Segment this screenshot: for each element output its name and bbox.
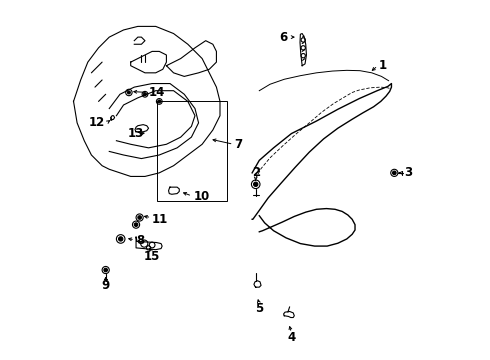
Text: 8: 8	[136, 234, 144, 247]
Text: 12: 12	[89, 116, 105, 129]
Circle shape	[158, 100, 161, 103]
Text: 13: 13	[128, 127, 144, 140]
Circle shape	[127, 91, 130, 94]
Text: 14: 14	[148, 86, 165, 99]
Circle shape	[119, 237, 123, 241]
Text: 15: 15	[144, 250, 160, 263]
Text: 7: 7	[234, 138, 243, 151]
Text: 5: 5	[255, 302, 264, 315]
Circle shape	[104, 268, 107, 272]
Circle shape	[138, 216, 142, 219]
Text: 9: 9	[101, 279, 110, 292]
Text: 3: 3	[404, 166, 412, 179]
Text: 1: 1	[379, 59, 387, 72]
Text: 11: 11	[152, 213, 169, 226]
Text: 2: 2	[252, 166, 260, 179]
Circle shape	[134, 223, 138, 226]
Text: 4: 4	[287, 331, 295, 344]
Circle shape	[253, 182, 258, 186]
Circle shape	[144, 93, 147, 96]
Text: 6: 6	[279, 31, 287, 44]
Text: 10: 10	[193, 190, 209, 203]
Circle shape	[392, 171, 396, 175]
